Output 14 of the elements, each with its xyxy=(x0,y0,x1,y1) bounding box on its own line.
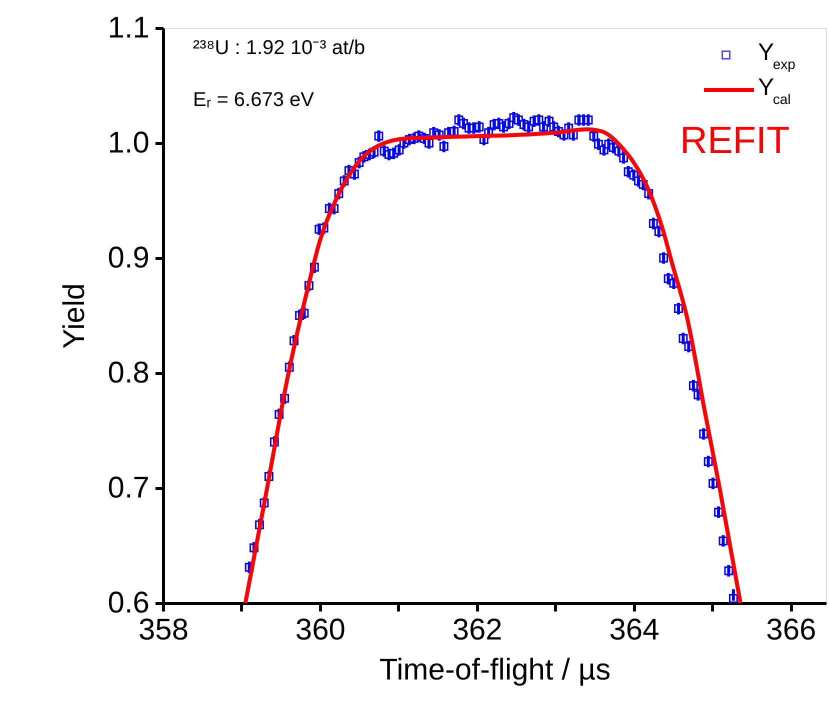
y-tick-label: 0.7 xyxy=(108,472,150,504)
x-tick-label: 364 xyxy=(609,614,660,646)
y-tick-label: 1.1 xyxy=(108,12,150,44)
annotation: Eᵣ = 6.673 eV xyxy=(193,89,315,111)
x-axis-title: Time-of-flight / µs xyxy=(379,654,611,686)
x-tick-label: 362 xyxy=(452,614,502,646)
y-tick-label: 1.0 xyxy=(108,126,150,160)
y-tick-label: 0.9 xyxy=(108,242,150,274)
annotation: REFIT xyxy=(680,120,790,162)
y-tick-label: 0.8 xyxy=(108,356,150,390)
x-tick-label: 360 xyxy=(295,614,346,646)
y-axis-title: Yield xyxy=(58,283,91,349)
x-tick-label: 366 xyxy=(766,614,816,646)
annotation: ²³⁸U : 1.92 10⁻³ at/b xyxy=(193,37,366,59)
